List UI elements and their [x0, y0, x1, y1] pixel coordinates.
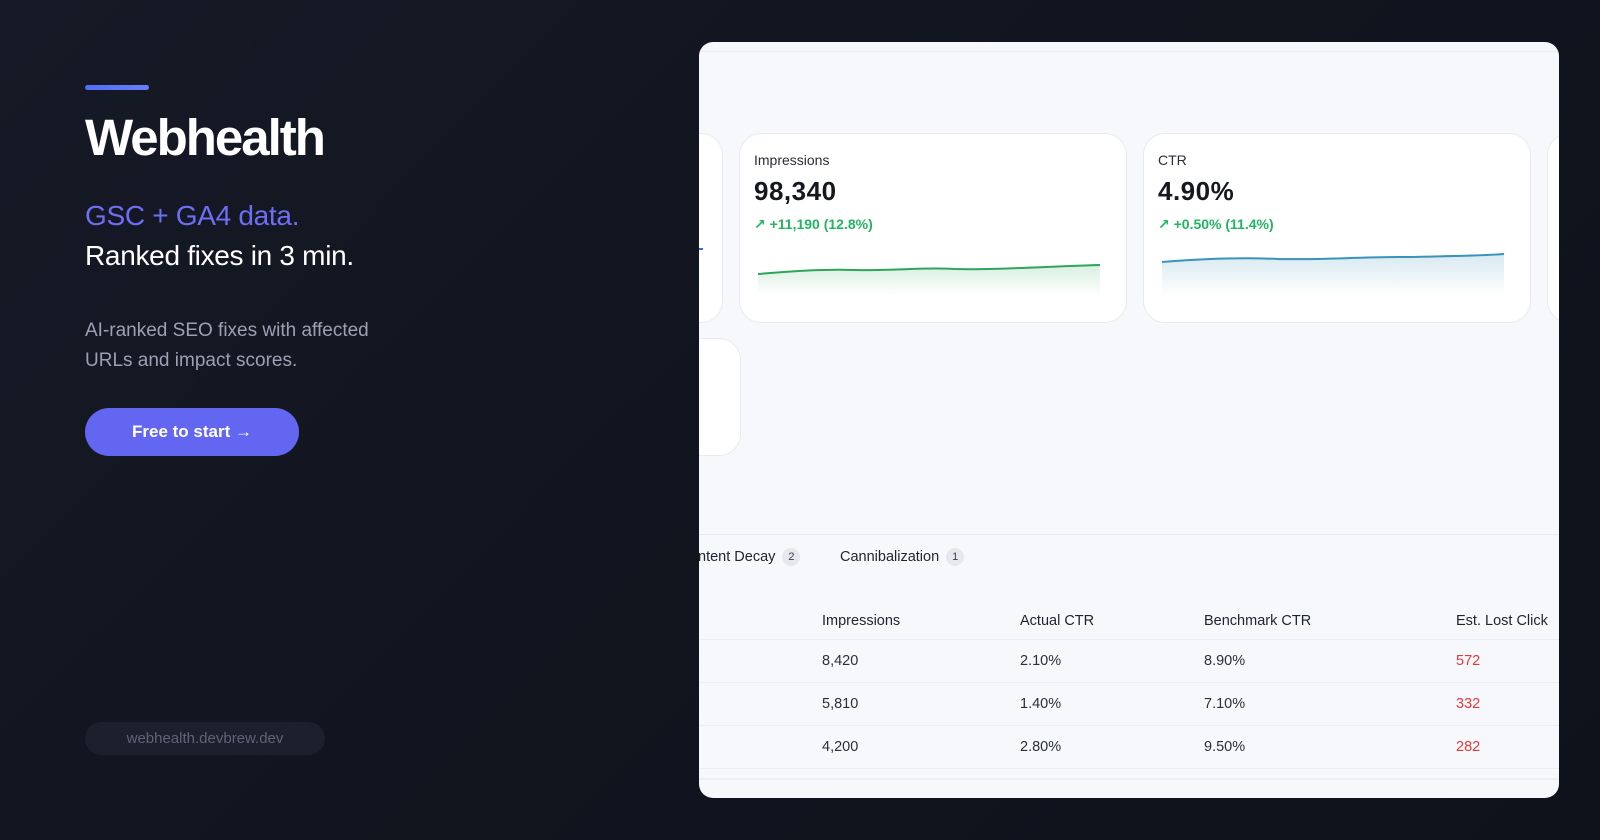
accent-line — [85, 85, 149, 90]
impressions-label: Impressions — [754, 152, 830, 168]
metric-card-partial — [699, 338, 741, 456]
table-header-row: Impressions Actual CTR Benchmark CTR Est… — [699, 603, 1559, 640]
column-header-actual-ctr[interactable]: Actual CTR — [1020, 603, 1204, 640]
column-header-query — [699, 603, 822, 640]
panel-bottom-bar — [699, 778, 1559, 780]
column-header-impressions[interactable]: Impressions — [822, 603, 1020, 640]
cell-lost-clicks: 332 — [1456, 682, 1559, 726]
cell-lost-clicks: 572 — [1456, 639, 1559, 683]
cell-impressions: 5,810 — [822, 682, 1020, 726]
table-row[interactable]: 4,200 2.80% 9.50% 282 — [699, 725, 1559, 769]
tab-count-badge: 1 — [946, 548, 965, 566]
tagline-accent: GSC + GA4 data. — [85, 200, 300, 231]
cell-benchmark-ctr: 7.10% — [1204, 682, 1456, 726]
cell-benchmark-ctr: 9.50% — [1204, 725, 1456, 769]
impressions-sparkline — [757, 264, 1101, 296]
cell-actual-ctr: 2.80% — [1020, 725, 1204, 769]
ctr-issues-table: Impressions Actual CTR Benchmark CTR Est… — [699, 603, 1559, 769]
column-header-lost-clicks[interactable]: Est. Lost Click — [1456, 603, 1559, 640]
brand-title: Webhealth — [85, 109, 326, 166]
cell-query — [699, 639, 822, 683]
ctr-delta: ↗ +0.50% (11.4%) — [1158, 216, 1274, 232]
cell-query — [699, 682, 822, 726]
metric-card-partial — [699, 133, 723, 323]
tab-label: ntent Decay — [699, 549, 776, 565]
impressions-card: Impressions 98,340 ↗ +11,190 (12.8%) — [739, 133, 1127, 323]
tab-count-badge: 2 — [782, 548, 801, 566]
tagline-main: Ranked fixes in 3 min. — [85, 240, 354, 271]
cell-impressions: 8,420 — [822, 639, 1020, 683]
panel-top-bar — [699, 42, 1559, 52]
domain-badge[interactable]: webhealth.devbrew.dev — [85, 722, 325, 755]
cell-actual-ctr: 1.40% — [1020, 682, 1204, 726]
cell-actual-ctr: 2.10% — [1020, 639, 1204, 683]
metric-card-partial — [1547, 133, 1559, 323]
column-header-benchmark-ctr[interactable]: Benchmark CTR — [1204, 603, 1456, 640]
sparkline-partial — [699, 248, 703, 250]
dashboard-preview: Impressions 98,340 ↗ +11,190 (12.8%) CTR… — [699, 42, 1559, 798]
free-to-start-button[interactable]: Free to start → — [85, 408, 299, 456]
ctr-label: CTR — [1158, 152, 1187, 168]
tab-content-decay[interactable]: ntent Decay 2 — [699, 548, 801, 566]
tab-cannibalization[interactable]: Cannibalization 1 — [840, 548, 965, 566]
section-divider — [699, 534, 1559, 535]
cell-lost-clicks: 282 — [1456, 725, 1559, 769]
cell-impressions: 4,200 — [822, 725, 1020, 769]
table-row[interactable]: 8,420 2.10% 8.90% 572 — [699, 639, 1559, 683]
ctr-sparkline — [1161, 253, 1505, 296]
ctr-card: CTR 4.90% ↗ +0.50% (11.4%) — [1143, 133, 1531, 323]
cell-benchmark-ctr: 8.90% — [1204, 639, 1456, 683]
table-row[interactable]: 5,810 1.40% 7.10% 332 — [699, 682, 1559, 726]
impressions-value: 98,340 — [754, 176, 837, 206]
tab-label: Cannibalization — [840, 549, 940, 565]
hero-description: AI-ranked SEO fixes with affected URLs a… — [85, 320, 369, 371]
cell-query — [699, 725, 822, 769]
ctr-value: 4.90% — [1158, 176, 1235, 206]
impressions-delta: ↗ +11,190 (12.8%) — [754, 216, 873, 232]
